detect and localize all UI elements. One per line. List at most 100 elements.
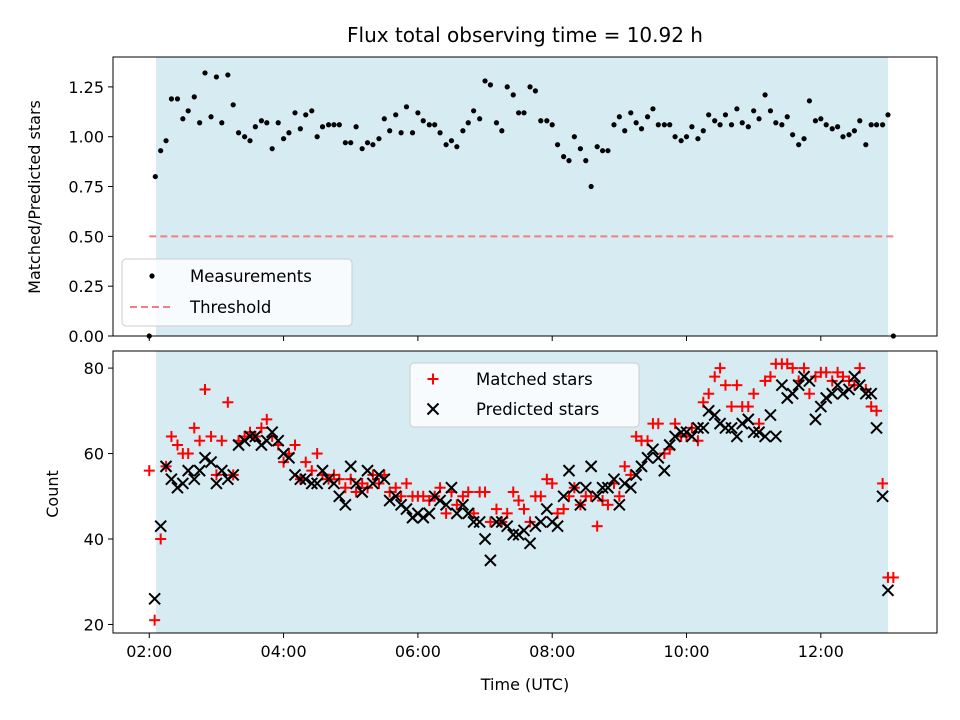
predicted-star-point	[265, 425, 279, 439]
top-legend: Measurements Threshold	[121, 258, 353, 327]
measurement-point	[868, 122, 874, 128]
top-y-tick-label: 0.25	[68, 277, 104, 296]
measurement-point	[309, 108, 315, 114]
matched-star-point	[731, 379, 743, 391]
measurement-point	[599, 148, 606, 154]
predicted-star-point	[557, 490, 570, 503]
measurement-point	[588, 183, 594, 190]
top-y-axis-label: Matched/Predicted stars	[25, 100, 44, 294]
measurement-point	[213, 74, 220, 80]
predicted-star-point	[596, 481, 609, 494]
predicted-star-point	[333, 490, 346, 503]
measurement-point	[532, 88, 539, 94]
predicted-star-point	[814, 400, 828, 413]
legend-measurements-marker	[149, 273, 155, 279]
measurement-point	[594, 144, 600, 150]
predicted-star-point	[646, 443, 660, 456]
measurement-point	[225, 72, 231, 78]
bottom-y-tick-label: 80	[84, 359, 104, 378]
measurement-point	[319, 124, 326, 130]
predicted-star-point	[775, 378, 789, 392]
bottom-axes-frame	[112, 350, 938, 634]
top-axes-frame	[112, 56, 938, 337]
predicted-star-point	[685, 430, 699, 443]
legend-threshold-label: Threshold	[189, 298, 271, 317]
predicted-star-point	[574, 498, 587, 512]
measurement-point	[672, 134, 678, 140]
predicted-star-point	[607, 472, 621, 486]
matched-star-point	[182, 448, 194, 460]
predicted-star-point	[198, 451, 212, 465]
matched-star-point	[400, 477, 412, 489]
predicted-star-point	[562, 464, 576, 477]
measurement-point	[297, 126, 303, 132]
predicted-star-point	[590, 490, 604, 503]
measurement-point	[818, 116, 824, 122]
legend-measurements-label: Measurements	[190, 267, 312, 286]
measurement-point	[325, 122, 332, 128]
predicted-star-point	[188, 472, 201, 486]
measurement-point	[554, 142, 561, 148]
measurement-point	[235, 130, 242, 136]
measurement-point	[275, 120, 281, 126]
measurement-point	[638, 126, 645, 132]
predicted-star-point	[316, 464, 329, 477]
predicted-star-point	[165, 472, 178, 486]
matched-star-point	[719, 379, 731, 391]
predicted-star-point	[786, 387, 799, 400]
measurement-point	[683, 134, 690, 140]
matched-star-point	[820, 366, 832, 378]
predicted-star-point	[730, 430, 744, 443]
measurement-point	[767, 108, 774, 114]
measurement-point	[264, 120, 270, 126]
measurement-point	[516, 110, 522, 116]
predicted-star-point	[383, 494, 396, 507]
predicted-star-point	[601, 481, 615, 494]
matched-star-point	[787, 362, 799, 374]
matched-star-point	[619, 460, 631, 472]
measurement-point	[773, 120, 779, 126]
matched-star-point	[871, 405, 883, 417]
measurement-point	[158, 148, 164, 154]
measurement-point	[493, 120, 500, 126]
measurement-point	[465, 120, 471, 126]
measurement-point	[661, 122, 667, 128]
measurement-point	[873, 122, 880, 128]
measurement-point	[409, 130, 416, 136]
predicted-star-point	[792, 378, 805, 392]
bottom-y-tick-label: 40	[84, 530, 104, 549]
predicted-star-point	[736, 417, 749, 430]
measurement-point	[527, 84, 533, 90]
measurement-point	[336, 122, 342, 128]
matched-star-point	[188, 422, 200, 434]
matched-star-point	[165, 430, 177, 442]
predicted-star-point	[752, 425, 766, 439]
matched-star-point	[143, 465, 155, 477]
measurement-point	[191, 94, 197, 100]
matched-star-point	[462, 486, 474, 498]
matched-star-point	[490, 503, 502, 515]
matched-star-point	[194, 435, 206, 447]
measurement-point	[477, 116, 483, 122]
predicted-star-point	[215, 464, 228, 477]
measurement-point	[863, 142, 869, 148]
bottom-legend: Matched stars Predicted stars	[409, 362, 640, 428]
bottom-y-tick-label: 20	[84, 615, 104, 634]
measurement-point	[286, 130, 292, 136]
matched-star-point	[748, 388, 760, 400]
measurement-point	[583, 158, 589, 164]
predicted-star-point	[473, 515, 486, 529]
predicted-star-point	[864, 387, 878, 400]
predicted-star-point	[534, 515, 547, 529]
legend-predicted-marker	[426, 402, 440, 416]
measurement-point	[185, 108, 191, 114]
predicted-star-point	[294, 472, 307, 486]
measurement-point	[549, 122, 555, 128]
bottom-y-tick-label: 60	[84, 445, 104, 464]
matched-star-point	[742, 401, 754, 413]
predicted-star-point	[159, 460, 173, 473]
predicted-star-point	[579, 481, 592, 494]
measurement-point	[605, 148, 611, 154]
measurement-point	[247, 138, 253, 144]
measurement-point	[499, 128, 505, 134]
